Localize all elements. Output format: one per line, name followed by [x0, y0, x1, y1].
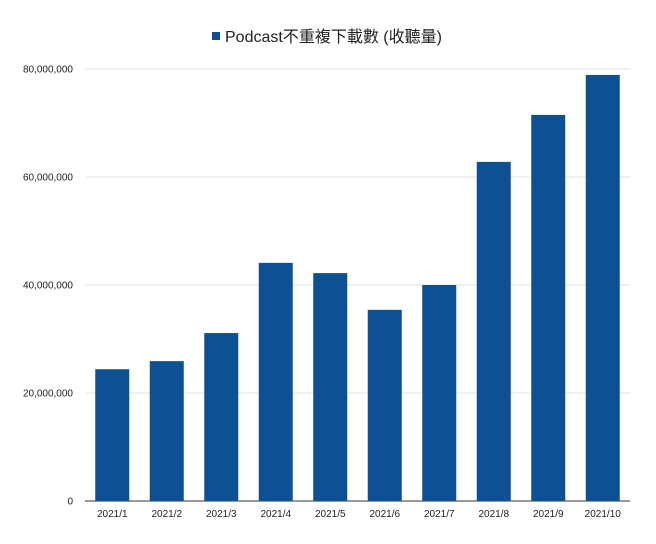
y-tick-label: 40,000,000 [23, 281, 73, 292]
x-tick-label: 2021/10 [585, 509, 622, 520]
bar-2021/4 [258, 262, 293, 501]
bar-2021/10 [585, 74, 620, 501]
bars [95, 74, 620, 502]
bar-2021/7 [422, 285, 457, 501]
bar-2021/9 [531, 114, 566, 502]
bar-2021/3 [204, 333, 239, 501]
x-tick-label: 2021/9 [533, 509, 564, 520]
x-tick-label: 2021/1 [97, 509, 128, 520]
x-tick-label: 2021/5 [315, 509, 346, 520]
x-tick-label: 2021/7 [424, 509, 455, 520]
legend-label: Podcast不重複下載數 (收聽量) [225, 28, 442, 46]
x-tick-label: 2021/4 [260, 509, 291, 520]
x-tick-label: 2021/6 [369, 509, 400, 520]
x-tick-label: 2021/2 [151, 509, 182, 520]
x-tick-label: 2021/3 [206, 509, 237, 520]
y-tick-label: 20,000,000 [23, 389, 73, 400]
y-tick-label: 0 [67, 497, 73, 508]
bar-2021/1 [95, 369, 130, 501]
y-tick-label: 80,000,000 [23, 65, 73, 76]
bar-2021/6 [367, 309, 402, 501]
bar-2021/8 [476, 161, 511, 501]
y-tick-label: 60,000,000 [23, 173, 73, 184]
y-axis: 0 20,000,000 40,000,000 60,000,000 80,000,00… [23, 65, 74, 508]
x-axis: 2021/1 2021/2 2021/3 2021/4 2021/5 2021/6 2021… [97, 509, 621, 520]
bar-2021/2 [149, 361, 184, 501]
legend: Podcast不重複下載數 (收聽量) [212, 28, 442, 46]
x-tick-label: 2021/8 [478, 509, 509, 520]
legend-swatch [212, 32, 220, 40]
bar-2021/5 [313, 273, 348, 501]
